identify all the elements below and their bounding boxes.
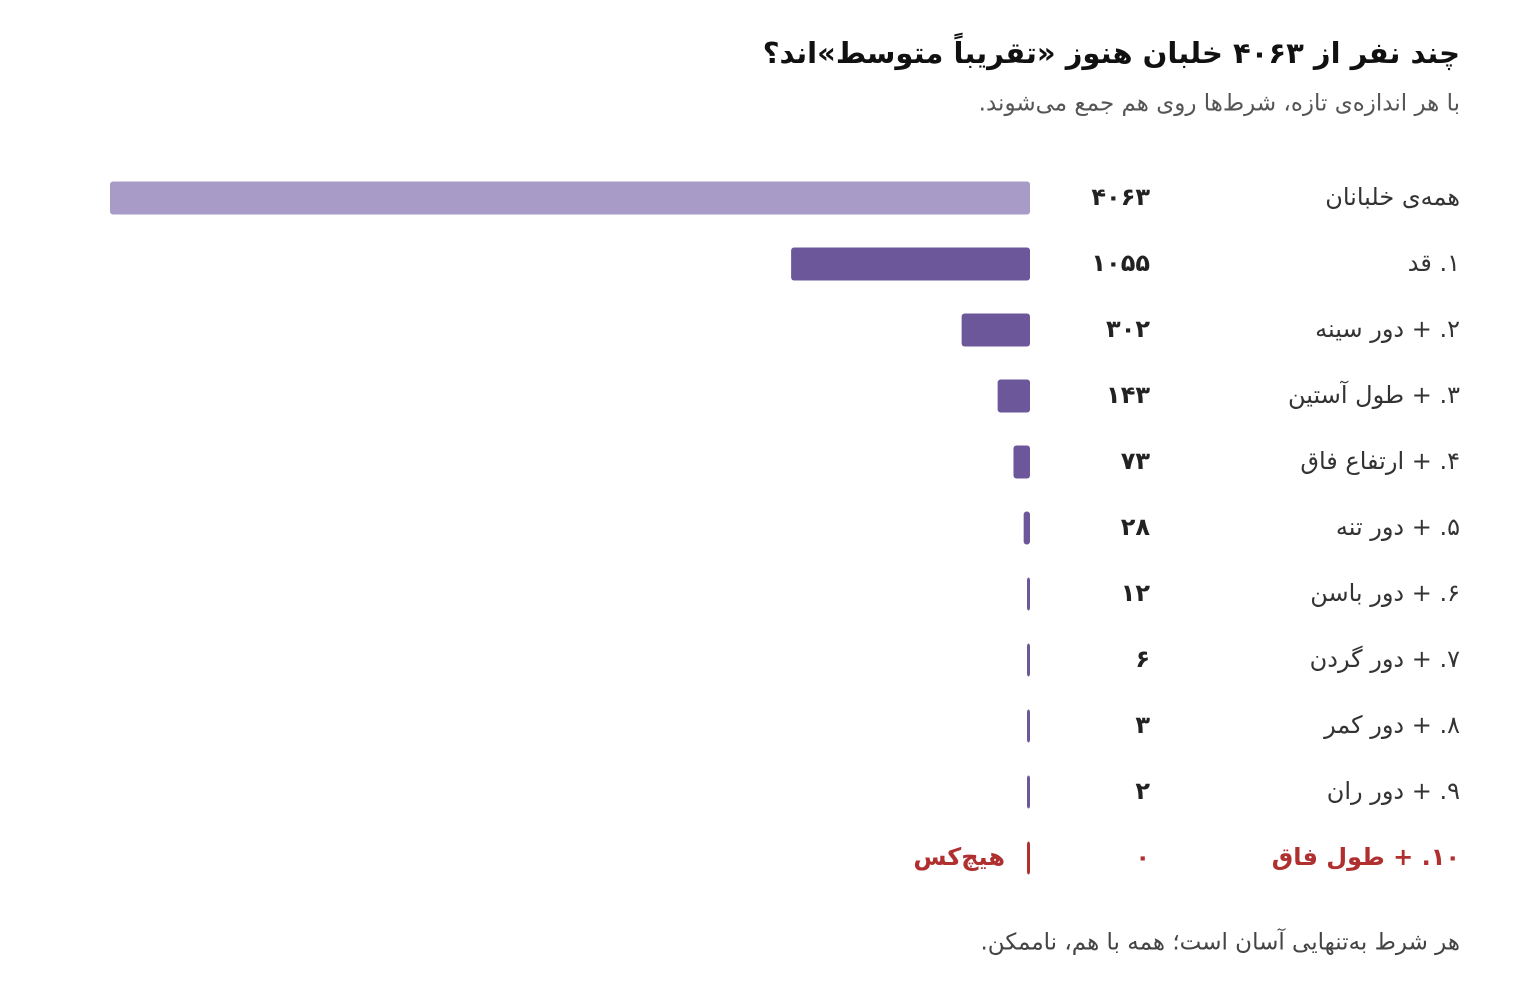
chart-title: چند نفر از ۴۰۶۳ خلبان هنوز «تقریباً متوس… (763, 33, 1460, 71)
bar (791, 247, 1030, 281)
value-label: ۱۲ (1121, 579, 1151, 607)
category-label: ۴. + ارتفاع فاق (1300, 447, 1460, 475)
bar (1027, 577, 1030, 611)
bar (997, 379, 1030, 413)
bar (1027, 841, 1030, 875)
category-label: ۷. + دور گردن (1310, 645, 1460, 673)
value-label: ۲ (1135, 777, 1150, 805)
bar (1027, 643, 1030, 677)
value-label: ۳۰۲ (1106, 315, 1150, 343)
bar (1023, 511, 1030, 545)
value-label: ۳ (1135, 711, 1150, 739)
value-label: ۲۸ (1121, 513, 1151, 541)
zero-note: هیچ‌کس (913, 843, 1005, 871)
value-label: ۷۳ (1121, 447, 1151, 475)
value-label: ۶ (1135, 645, 1150, 673)
value-label: ۴۰۶۳ (1091, 183, 1150, 211)
category-label: ۸. + دور کمر (1323, 711, 1460, 739)
category-label: ۱۰. + طول فاق (1272, 843, 1460, 871)
category-label: ۹. + دور ران (1327, 777, 1460, 805)
category-label: ۵. + دور تنه (1336, 513, 1460, 541)
bar (1027, 775, 1030, 809)
category-label: ۲. + دور سینه (1315, 315, 1460, 343)
value-label: ۰ (1135, 843, 1150, 871)
bar (110, 181, 1030, 215)
category-label: ۱. قد (1408, 249, 1460, 277)
value-label: ۱۰۵۵ (1091, 249, 1150, 277)
value-label: ۱۴۳ (1106, 381, 1150, 409)
category-label: ۶. + دور باسن (1310, 579, 1460, 607)
category-label: همه‌ی خلبانان (1325, 183, 1460, 211)
category-label: ۳. + طول آستین (1288, 380, 1460, 409)
bar (1027, 709, 1030, 743)
bar (961, 313, 1030, 347)
chart-subtitle: با هر اندازه‌ی تازه، شرط‌ها روی هم جمع م… (979, 91, 1460, 117)
annotation: هر شرط به‌تنهایی آسان است؛ همه با هم، نا… (981, 928, 1461, 956)
bar (1013, 445, 1030, 479)
